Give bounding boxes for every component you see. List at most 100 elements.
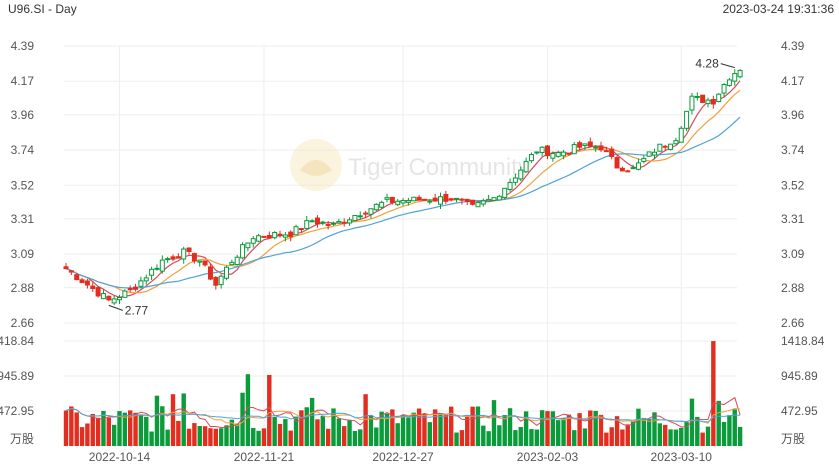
candle-body <box>678 127 684 143</box>
candle <box>603 146 609 153</box>
volume-bar <box>695 416 700 446</box>
candle-body <box>111 298 117 304</box>
candle <box>518 166 524 182</box>
candle <box>555 150 561 158</box>
volume-bar <box>85 423 90 446</box>
volume-bar <box>138 414 144 446</box>
volume-bar <box>149 431 154 446</box>
volume-bar <box>588 410 593 446</box>
volume-bar <box>481 425 486 446</box>
candle-body <box>700 94 706 103</box>
candle <box>111 296 117 305</box>
volume-ma-slow-line <box>65 407 741 423</box>
candle <box>448 198 454 202</box>
candle <box>582 143 588 151</box>
candle-body <box>652 151 657 156</box>
price-tick-label-right: 3.96 <box>781 108 805 122</box>
volume-bar <box>358 429 363 446</box>
volume-bar <box>379 411 384 446</box>
volume-bar <box>144 416 149 446</box>
price-tick-label-left: 2.66 <box>11 316 35 330</box>
candle <box>127 285 133 293</box>
candle <box>100 289 106 300</box>
volume-bar <box>700 432 705 446</box>
candle <box>614 154 620 169</box>
candle <box>507 178 513 192</box>
volume-tick-label-left: 945.89 <box>0 369 34 383</box>
candle-body <box>181 248 187 260</box>
volume-bar <box>614 416 620 446</box>
candle <box>63 262 69 270</box>
candle-body <box>309 220 315 223</box>
volume-bar <box>251 427 256 446</box>
volume-bar <box>170 394 176 446</box>
candle-body <box>448 198 454 201</box>
candle-body <box>138 280 144 287</box>
annotations: 2.77 4.28 <box>108 57 735 317</box>
candle <box>154 264 160 271</box>
volume-bar <box>577 413 582 446</box>
candle <box>635 158 641 171</box>
candle-body <box>159 259 165 272</box>
candle <box>502 187 508 200</box>
candle <box>662 144 668 152</box>
candle <box>400 198 406 206</box>
candle <box>314 215 320 228</box>
candle <box>491 197 497 202</box>
volume-bar <box>711 341 716 446</box>
candle-body <box>122 290 128 298</box>
volume-bar <box>117 411 122 446</box>
candle <box>170 254 176 262</box>
volume-bar <box>716 400 721 446</box>
candle <box>593 145 599 152</box>
volume-bar <box>636 408 641 446</box>
volume-bar <box>74 412 79 446</box>
volume-bar <box>111 424 117 446</box>
candle-body <box>496 195 502 201</box>
volume-bar <box>529 429 534 446</box>
volume-bar <box>79 427 85 446</box>
candle <box>363 210 369 219</box>
volume-bar <box>154 395 160 446</box>
volume-bar <box>69 406 74 446</box>
candle-body <box>325 223 331 226</box>
volume-bar <box>240 392 245 446</box>
candle <box>357 211 363 220</box>
candle <box>341 218 347 227</box>
volume-bar <box>192 423 197 446</box>
candle-body <box>170 256 176 260</box>
candle <box>694 92 700 101</box>
volume-bar <box>384 413 390 446</box>
volume-ma-fast-line <box>65 396 741 429</box>
candle-body <box>272 232 278 239</box>
volume-bar <box>165 429 170 446</box>
volume-bar <box>186 428 192 446</box>
volume-bar <box>347 419 352 446</box>
candle-body <box>357 215 363 218</box>
candle <box>245 242 251 252</box>
volume-bar <box>342 426 347 446</box>
candle <box>496 194 502 201</box>
volume-bar <box>705 426 711 446</box>
candle <box>165 256 171 263</box>
volume-bar <box>106 417 111 446</box>
volume-bar <box>229 419 235 446</box>
price-tick-label-right: 3.52 <box>781 178 805 192</box>
candle <box>250 236 256 248</box>
candle-body <box>603 150 609 153</box>
volume-bar <box>684 422 689 446</box>
annotation-leader <box>720 63 735 69</box>
candle <box>566 152 572 156</box>
candle-body <box>673 140 679 145</box>
candle <box>475 200 481 208</box>
volume-bar <box>128 410 133 446</box>
candle-body <box>646 151 652 157</box>
volume-bar <box>497 425 502 446</box>
candle <box>721 83 727 97</box>
volume-bar <box>427 422 432 446</box>
volume-bar <box>374 427 379 446</box>
candle <box>79 277 85 284</box>
candle <box>95 286 101 298</box>
candle-body <box>389 196 395 203</box>
